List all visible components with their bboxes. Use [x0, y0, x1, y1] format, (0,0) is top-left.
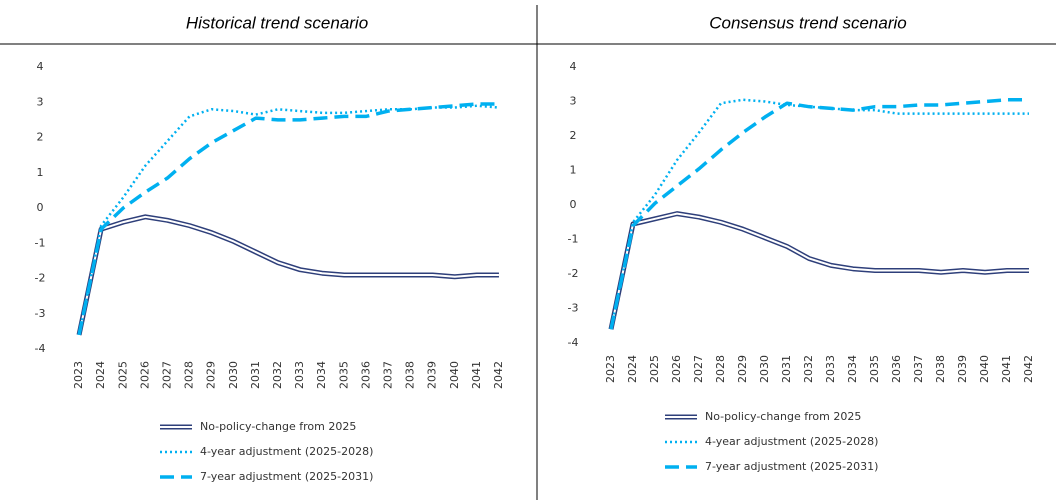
x-tick-label: 2033: [293, 361, 306, 389]
x-tick-label: 2038: [404, 361, 417, 389]
x-tick-label: 2041: [1000, 355, 1013, 383]
series-line: [77, 104, 500, 336]
y-tick-label: -2: [35, 272, 46, 285]
x-tick-label: 2024: [94, 361, 107, 389]
y-tick-label: -3: [568, 302, 579, 315]
x-tick-label: 2028: [714, 355, 727, 383]
y-tick-label: 1: [570, 164, 577, 177]
x-tick-label: 2039: [956, 355, 969, 383]
series-line-inner: [610, 212, 1029, 330]
x-tick-label: 2041: [470, 361, 483, 389]
x-tick-label: 2023: [604, 355, 617, 383]
y-tick-label: -4: [35, 342, 46, 355]
x-tick-label: 2028: [183, 361, 196, 389]
x-tick-label: 2034: [315, 361, 328, 389]
legend-label: 7-year adjustment (2025-2031): [705, 460, 878, 473]
x-tick-label: 2034: [846, 355, 859, 383]
y-tick-label: 1: [37, 166, 44, 179]
chart-title: Historical trend scenario: [186, 13, 368, 32]
legend-label: 4-year adjustment (2025-2028): [200, 445, 373, 458]
x-tick-label: 2023: [72, 361, 85, 389]
y-tick-label: 4: [37, 60, 44, 73]
series-line: [77, 102, 499, 336]
series-line-inner: [78, 215, 499, 336]
x-tick-label: 2024: [626, 355, 639, 383]
x-tick-label: 2025: [116, 361, 129, 389]
y-tick-label: -4: [568, 336, 579, 349]
legend-label: No-policy-change from 2025: [200, 420, 356, 433]
legend-label: 7-year adjustment (2025-2031): [200, 470, 373, 483]
x-tick-label: 2039: [426, 361, 439, 389]
x-tick-label: 2031: [249, 361, 262, 389]
series-line: [609, 98, 1029, 330]
series-line: [609, 98, 1029, 330]
y-tick-label: 2: [570, 129, 577, 142]
x-tick-label: 2025: [648, 355, 661, 383]
chart-title: Consensus trend scenario: [709, 13, 907, 32]
y-tick-label: 3: [37, 95, 44, 108]
y-tick-label: 4: [570, 60, 577, 73]
x-tick-label: 2040: [448, 361, 461, 389]
x-tick-label: 2037: [912, 355, 925, 383]
x-tick-label: 2031: [780, 355, 793, 383]
x-tick-label: 2038: [934, 355, 947, 383]
y-tick-label: 2: [37, 131, 44, 144]
x-tick-label: 2032: [802, 355, 815, 383]
legend-label: 4-year adjustment (2025-2028): [705, 435, 878, 448]
x-tick-label: 2037: [381, 361, 394, 389]
x-tick-label: 2029: [736, 355, 749, 383]
y-tick-label: 0: [570, 198, 577, 211]
legend-label: No-policy-change from 2025: [705, 410, 861, 423]
x-tick-label: 2042: [492, 361, 505, 389]
x-tick-label: 2036: [359, 361, 372, 389]
x-tick-label: 2033: [824, 355, 837, 383]
x-tick-label: 2032: [271, 361, 284, 389]
x-tick-label: 2035: [868, 355, 881, 383]
y-tick-label: -2: [568, 267, 579, 280]
y-tick-label: 0: [37, 201, 44, 214]
x-tick-label: 2030: [227, 361, 240, 389]
y-tick-label: -1: [35, 236, 46, 249]
y-tick-label: -3: [35, 307, 46, 320]
y-tick-label: -1: [568, 233, 579, 246]
x-tick-label: 2027: [692, 355, 705, 383]
x-tick-label: 2036: [890, 355, 903, 383]
x-tick-label: 2026: [138, 361, 151, 389]
x-tick-label: 2040: [978, 355, 991, 383]
y-tick-label: 3: [570, 95, 577, 108]
x-tick-label: 2030: [758, 355, 771, 383]
x-tick-label: 2026: [670, 355, 683, 383]
x-tick-label: 2035: [337, 361, 350, 389]
x-tick-label: 2042: [1022, 355, 1035, 383]
x-tick-label: 2027: [160, 361, 173, 389]
x-tick-label: 2029: [205, 361, 218, 389]
